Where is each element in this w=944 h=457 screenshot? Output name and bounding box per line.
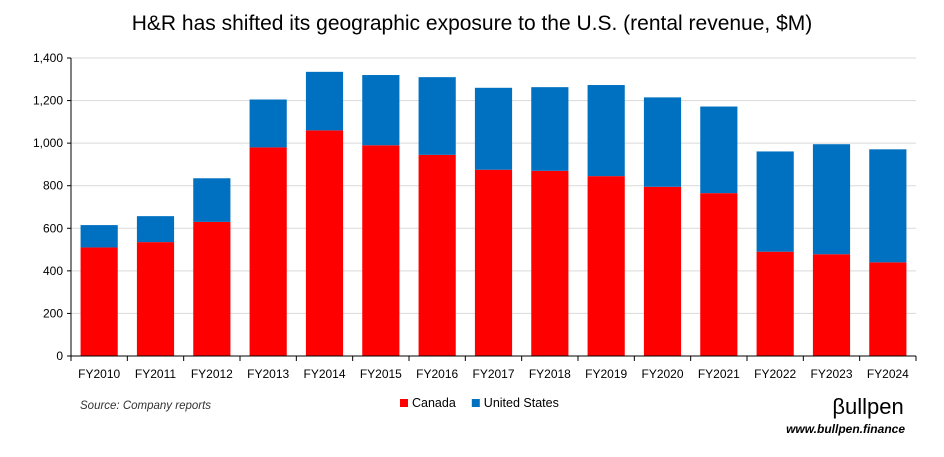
bar-united-states-fy2010: [80, 225, 118, 248]
bar-canada-fy2020: [643, 186, 682, 356]
bar-canada-fy2010: [80, 247, 118, 356]
bar-united-states-fy2013: [249, 99, 287, 148]
bar-united-states-fy2019: [587, 85, 625, 177]
x-tick-label: FY2014: [303, 367, 345, 381]
x-tick-label: FY2011: [135, 367, 176, 381]
bar-united-states-fy2021: [700, 106, 738, 194]
x-tick-label: FY2022: [754, 367, 796, 381]
y-tick-label: 1,000: [33, 136, 63, 150]
x-axis: FY2010 FY2011 FY2012 FY2013 FY2014 FY2015 FY20…: [70, 355, 917, 381]
bar-canada-fy2019: [587, 176, 625, 356]
x-tick-label: FY2019: [585, 367, 627, 381]
x-tick-label: FY2012: [191, 367, 233, 381]
x-tick-label: FY2020: [641, 367, 683, 381]
y-tick-label: 1,200: [33, 94, 63, 108]
bar-united-states-fy2011: [136, 216, 175, 243]
bar-united-states-fy2018: [531, 87, 569, 171]
y-tick-label: 0: [56, 349, 63, 363]
bar-canada-fy2017: [474, 169, 513, 356]
bars: [80, 71, 907, 356]
x-tick-label: FY2016: [416, 367, 458, 381]
x-tick-label: FY2013: [247, 367, 289, 381]
y-tick-label: 800: [43, 179, 63, 193]
bar-canada-fy2018: [531, 170, 569, 356]
x-tick-label: FY2021: [698, 367, 740, 381]
legend: Canada United States: [400, 396, 559, 410]
bar-canada-fy2012: [193, 221, 231, 356]
chart-title: H&R has shifted its geographic exposure …: [132, 12, 813, 35]
source-note: Source: Company reports: [80, 400, 211, 412]
brand-logo: βullpen: [832, 394, 903, 419]
bar-canada-fy2024: [869, 262, 907, 356]
bar-united-states-fy2016: [418, 77, 456, 155]
y-tick-label: 600: [43, 221, 63, 235]
bar-united-states-fy2024: [869, 149, 907, 263]
x-tick-label: FY2015: [360, 367, 402, 381]
y-tick-label: 1,400: [33, 51, 63, 65]
y-tick-label: 400: [43, 264, 63, 278]
bar-united-states-fy2014: [305, 71, 344, 131]
y-tick-label: 200: [43, 306, 63, 320]
x-tick-label: FY2010: [78, 367, 120, 381]
legend-swatch: [471, 399, 480, 407]
bar-united-states-fy2015: [362, 75, 400, 146]
brand-url: www.bullpen.finance: [786, 422, 905, 436]
bar-canada-fy2011: [136, 242, 175, 356]
bar-united-states-fy2020: [643, 97, 682, 187]
bar-united-states-fy2017: [474, 87, 513, 170]
bar-canada-fy2015: [362, 145, 400, 356]
x-tick-label: FY2024: [867, 367, 909, 381]
legend-label: Canada: [412, 396, 456, 410]
bar-united-states-fy2022: [756, 151, 794, 252]
x-tick-label: FY2023: [810, 367, 852, 381]
bar-canada-fy2014: [305, 130, 344, 356]
bar-canada-fy2023: [812, 254, 851, 356]
x-tick-label: FY2018: [529, 367, 571, 381]
bar-united-states-fy2023: [812, 144, 851, 255]
x-tick-label: FY2017: [472, 367, 514, 381]
bar-canada-fy2016: [418, 154, 456, 356]
bar-united-states-fy2012: [193, 178, 231, 222]
bar-canada-fy2022: [756, 251, 794, 356]
legend-label: United States: [484, 396, 559, 410]
y-axis: 0 200 400 600 800 1,000 1,200 1,400: [33, 51, 72, 363]
legend-swatch: [400, 399, 408, 407]
bar-canada-fy2021: [700, 193, 738, 356]
bar-canada-fy2013: [249, 147, 287, 356]
